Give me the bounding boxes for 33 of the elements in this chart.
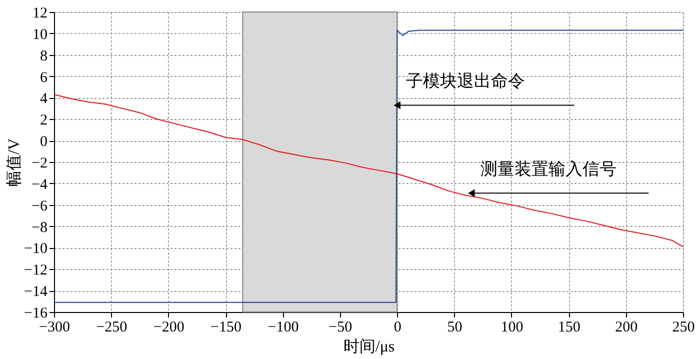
y-tick-label: −6 <box>32 198 48 214</box>
y-tick-label: 8 <box>40 48 48 64</box>
x-tick-label: 100 <box>500 320 524 336</box>
y-tick-label: 6 <box>40 70 48 86</box>
y-tick-label: −4 <box>32 176 48 193</box>
y-tick-label: 0 <box>40 134 48 150</box>
y-tick-label: 4 <box>40 91 48 108</box>
line-series <box>54 30 684 303</box>
x-tick-label: −200 <box>153 320 184 336</box>
x-tick-label: 50 <box>447 320 462 336</box>
annotation: 测量装置输入信号 <box>480 160 617 178</box>
y-tick-label: −16 <box>24 306 48 322</box>
x-tick-label: −100 <box>268 320 299 336</box>
y-tick-label: 10 <box>32 26 48 43</box>
x-tick-label: −300 <box>39 320 70 336</box>
y-tick-label: −10 <box>24 241 48 258</box>
x-tick-label: −150 <box>210 320 242 336</box>
y-tick-label: −8 <box>32 220 48 236</box>
y-tick-label: −12 <box>24 262 48 279</box>
x-tick-label: 0 <box>394 320 402 336</box>
x-tick-label: 150 <box>558 320 580 336</box>
y-tick-label: 2 <box>40 112 48 129</box>
y-axis-title: 幅值/V <box>6 138 24 186</box>
line-series <box>54 94 684 248</box>
y-tick-label: 12 <box>32 6 48 22</box>
y-tick-label: −14 <box>24 284 48 300</box>
x-tick-label: −50 <box>328 320 352 336</box>
x-tick-label: −250 <box>96 320 128 336</box>
y-tick-label: −2 <box>32 156 48 172</box>
annotation: 子模块退出命令 <box>406 72 526 91</box>
x-tick-label: 200 <box>615 320 638 336</box>
x-axis-title: 时间/μs <box>343 338 395 356</box>
x-tick-label: 250 <box>672 320 695 336</box>
